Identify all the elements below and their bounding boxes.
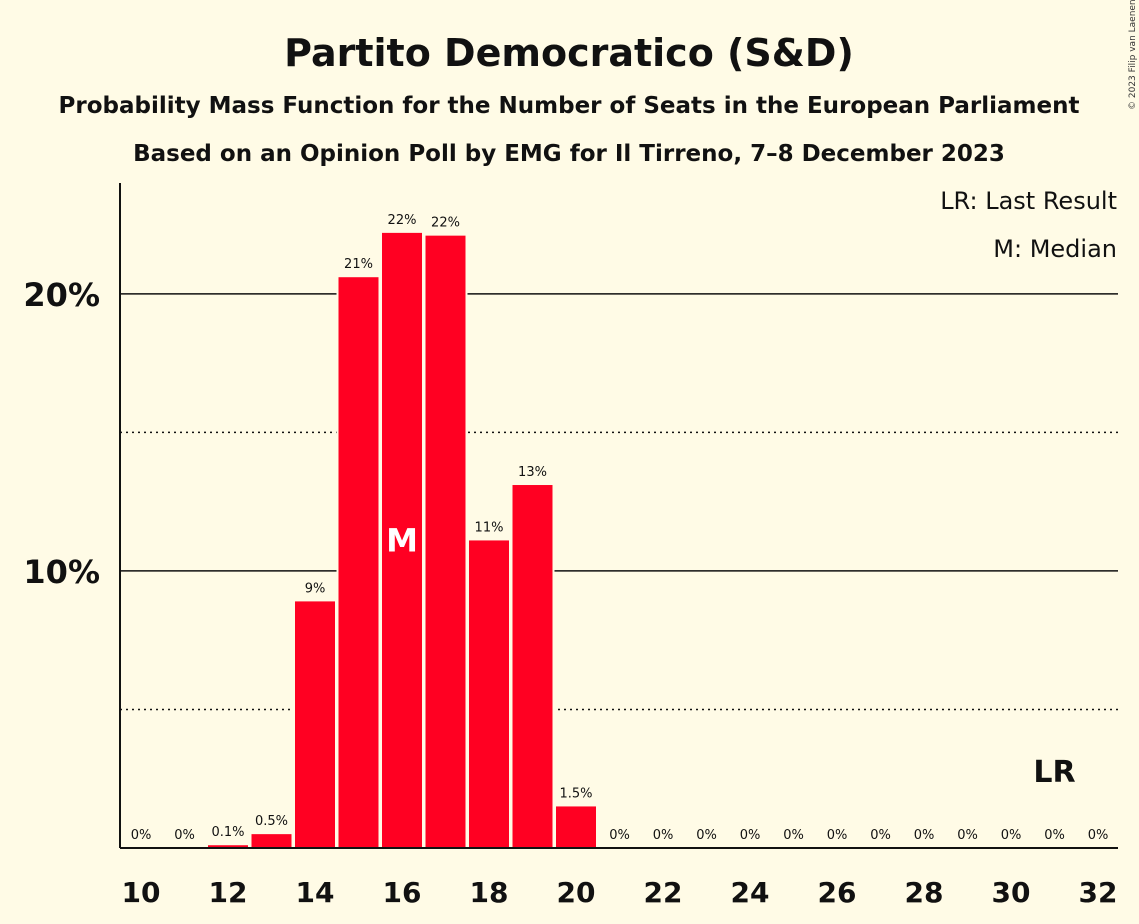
x-tick-26: 26 [818, 876, 857, 909]
y-tick-10: 10% [23, 553, 100, 591]
x-tick-18: 18 [470, 876, 509, 909]
bar-seats-18 [469, 540, 509, 848]
bar-label-30: 0% [1001, 828, 1022, 843]
y-tick-labels: 10% 20% [23, 276, 100, 591]
bar-seats-14 [295, 601, 335, 848]
median-marker: M [386, 521, 418, 559]
bar-label-23: 0% [696, 828, 717, 843]
bar-seats-17 [425, 235, 466, 849]
x-tick-10: 10 [122, 876, 161, 909]
legend-last-result: LR: Last Result [940, 187, 1117, 215]
bar-seats-19 [512, 485, 553, 848]
bar-label-17: 22% [431, 216, 460, 231]
copyright-note: © 2023 Filip van Laenen [1128, 0, 1138, 110]
bar-label-31: 0% [1044, 828, 1065, 843]
bar-label-10: 0% [131, 828, 152, 843]
bar-label-27: 0% [870, 828, 891, 843]
bar-label-32: 0% [1088, 828, 1109, 843]
x-tick-28: 28 [905, 876, 944, 909]
x-tick-24: 24 [731, 876, 770, 909]
chart-title: Partito Democratico (S&D) [284, 31, 854, 75]
bar-label-12: 0.1% [211, 825, 244, 840]
x-tick-16: 16 [383, 876, 422, 909]
x-tick-20: 20 [557, 876, 596, 909]
bar-label-11: 0% [174, 828, 195, 843]
bar-seats-13 [251, 834, 292, 848]
bars-group [206, 230, 598, 849]
bar-label-28: 0% [914, 828, 935, 843]
x-tick-14: 14 [296, 876, 335, 909]
gridlines [120, 293, 1118, 711]
bar-label-13: 0.5% [255, 814, 288, 829]
bar-labels-group: 0% 0% 0.1% 0.5% 9% 21% 22% 22% 11% 13% 1.5% 0% 0% 0% 0… [131, 213, 1109, 843]
bar-label-16: 22% [388, 213, 417, 228]
bar-seats-12 [208, 845, 248, 848]
x-tick-30: 30 [992, 876, 1031, 909]
chart-subtitle-source: Based on an Opinion Poll by EMG for Il T… [133, 141, 1005, 167]
x-tick-22: 22 [644, 876, 683, 909]
bar-label-18: 11% [475, 520, 504, 535]
last-result-marker: LR [1033, 755, 1075, 790]
bar-label-20: 1.5% [559, 786, 592, 801]
axes-group [119, 183, 1118, 849]
bar-label-15: 21% [344, 257, 373, 272]
bar-label-29: 0% [957, 828, 978, 843]
bar-label-25: 0% [783, 828, 804, 843]
bar-label-21: 0% [609, 828, 630, 843]
markers-group: M LR [386, 521, 1076, 790]
chart-subtitle: Probability Mass Function for the Number… [59, 93, 1080, 119]
bar-label-14: 9% [305, 581, 326, 596]
bar-label-26: 0% [827, 828, 848, 843]
bar-seats-20 [556, 806, 596, 848]
x-tick-12: 12 [209, 876, 248, 909]
y-tick-20: 20% [23, 276, 100, 314]
bar-seats-16 [382, 232, 422, 848]
bar-label-19: 13% [518, 465, 547, 480]
bar-label-24: 0% [740, 828, 761, 843]
x-tick-labels: 10 12 14 16 18 20 22 24 26 28 30 32 [122, 876, 1118, 909]
bar-seats-15 [338, 277, 379, 848]
legend-median: M: Median [993, 235, 1117, 263]
x-tick-32: 32 [1079, 876, 1118, 909]
bar-label-22: 0% [653, 828, 674, 843]
